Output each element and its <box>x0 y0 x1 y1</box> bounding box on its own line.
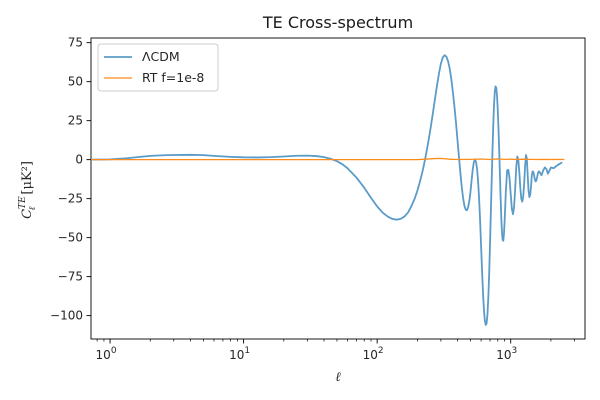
y-axis-title: CTEℓ [μK²] <box>18 161 38 219</box>
y-tick-label: −75 <box>58 270 83 284</box>
y-tick-label: 75 <box>68 36 83 50</box>
legend: ΛCDM RT f=1e-8 <box>97 43 219 92</box>
x-axis: 100 101 102 103 <box>96 339 575 362</box>
x-tick-label: 101 <box>229 346 250 362</box>
y-tick-label: −50 <box>58 231 83 245</box>
x-tick-label: 102 <box>363 346 384 362</box>
series-layer <box>91 54 565 326</box>
legend-label-rt: RT f=1e-8 <box>142 70 204 85</box>
y-axis-title-units: [μK²] <box>20 161 35 195</box>
legend-label-lcdm: ΛCDM <box>142 49 180 64</box>
y-tick-label: −100 <box>50 309 83 323</box>
x-axis-title: ℓ <box>335 370 341 385</box>
y-axis: 75 50 25 0 −25 −50 −75 −100 <box>50 36 91 323</box>
chart-title: TE Cross-spectrum <box>262 13 413 32</box>
x-tick-label: 103 <box>496 346 517 362</box>
y-axis-title-sub: ℓ <box>28 206 38 210</box>
y-tick-label: 0 <box>75 153 83 167</box>
plot-frame <box>90 37 586 340</box>
series-line-rt <box>91 157 565 161</box>
legend-box <box>97 43 219 92</box>
y-axis-title-sup: TE <box>18 196 28 209</box>
y-tick-label: −25 <box>58 192 83 206</box>
y-axis-title-main: C <box>20 209 35 219</box>
y-tick-label: 50 <box>68 75 83 89</box>
series-line-lcdm <box>91 54 563 326</box>
x-tick-label: 100 <box>96 346 117 362</box>
y-tick-label: 25 <box>68 114 83 128</box>
